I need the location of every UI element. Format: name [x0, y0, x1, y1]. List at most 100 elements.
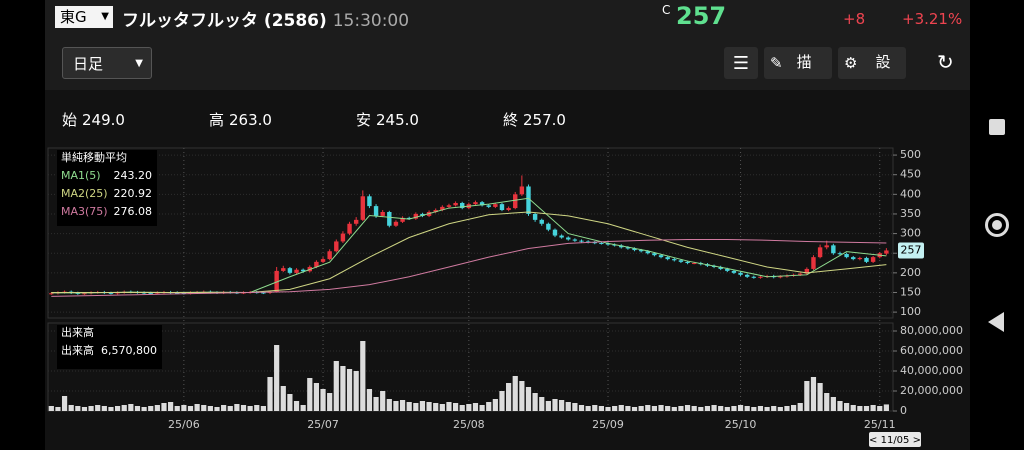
- settings: 設定: [875, 53, 891, 71]
- y-tick-label: 300: [900, 227, 921, 240]
- volume-bar: [824, 393, 830, 411]
- volume-bar: [293, 401, 300, 411]
- candle-body: [678, 260, 684, 262]
- candle-body: [274, 270, 279, 292]
- volume-bar: [346, 369, 353, 411]
- volume-bar: [519, 381, 525, 411]
- candle-body: [837, 253, 843, 255]
- candle-body: [433, 210, 438, 212]
- list-button[interactable]: ☰: [724, 47, 758, 79]
- volume-bar: [631, 407, 638, 411]
- refresh-button[interactable]: ↻: [937, 50, 954, 74]
- candle-body: [340, 233, 346, 242]
- volume-bar: [108, 407, 114, 411]
- candle-body: [406, 217, 412, 219]
- candle-body: [413, 213, 419, 219]
- cursor-tag: [869, 432, 921, 447]
- candle-body: [440, 206, 445, 211]
- volume-bar: [406, 402, 412, 411]
- volume-bar: [446, 402, 452, 411]
- volume-bar: [313, 383, 320, 411]
- candle-body: [870, 257, 876, 262]
- ohlc-item: 始 249.0: [62, 109, 209, 130]
- nav-back[interactable]: [988, 312, 1004, 332]
- last-price-label: 257: [901, 243, 922, 256]
- volume-bar: [797, 403, 803, 411]
- volume-bar: [704, 406, 711, 411]
- candle-body: [367, 196, 372, 207]
- ohlc-item: 終 257.0: [503, 109, 650, 130]
- period: 日足: [73, 54, 104, 73]
- time: 15:30:00: [332, 11, 410, 31]
- candle-body: [360, 196, 366, 220]
- volume-bar: [744, 406, 750, 411]
- volume-bar: [850, 405, 856, 411]
- candle-body: [287, 268, 293, 273]
- volume-area: [47, 322, 894, 412]
- candle-body: [314, 261, 319, 267]
- volume-bar: [545, 401, 551, 411]
- volume-bar: [472, 403, 479, 411]
- candle-body: [546, 223, 551, 230]
- candle-body: [387, 211, 392, 226]
- ma-legend-value: 243.20: [114, 169, 153, 182]
- volume-bar: [307, 378, 313, 411]
- volume-bar: [240, 405, 247, 411]
- ma-legend-value: 276.08: [114, 205, 153, 218]
- volume-bar: [201, 405, 207, 411]
- ma-line: [51, 238, 887, 297]
- volume-bar: [88, 406, 94, 411]
- candle-body: [798, 273, 803, 275]
- candle-body: [300, 269, 306, 272]
- draw-button[interactable]: ✎描画: [764, 47, 832, 79]
- candle-body: [281, 268, 286, 271]
- candle-body: [758, 276, 763, 278]
- volume-bar: [81, 407, 88, 411]
- settings-button[interactable]: ⚙設定: [838, 47, 906, 79]
- y-tick-label: 400: [900, 187, 921, 200]
- volume-bar: [499, 391, 505, 411]
- volume-legend-label: 出来高: [61, 343, 94, 357]
- volume-bar: [260, 406, 266, 411]
- volume-bar: [227, 406, 233, 411]
- volume-bar: [267, 377, 273, 411]
- candle-body: [380, 211, 385, 216]
- candle-body: [725, 268, 730, 271]
- volume-bar: [141, 407, 147, 411]
- candle-body: [347, 223, 352, 234]
- period-select[interactable]: 日足 ▼: [62, 47, 152, 79]
- volume-bar: [373, 397, 379, 411]
- volume-bar: [452, 403, 459, 411]
- y-tick-label: 0: [900, 404, 907, 417]
- name: フルッタフルッタ: [122, 11, 258, 31]
- volume-bar: [790, 405, 797, 411]
- volume-bar: [804, 381, 810, 411]
- candle-body: [778, 276, 783, 278]
- volume-bar: [393, 401, 399, 411]
- price: 257: [676, 2, 727, 30]
- volume-legend-box: [57, 325, 162, 369]
- x-tick-label: 25/10: [725, 418, 757, 431]
- x-tick-label: 25/08: [453, 418, 485, 431]
- volume-bar: [830, 397, 836, 411]
- volume-bar: [552, 399, 558, 411]
- volume-bar: [128, 404, 134, 411]
- candle-body: [334, 241, 339, 252]
- candle-body: [532, 213, 538, 220]
- volume-bar: [161, 403, 167, 411]
- exchange-select[interactable]: 東G ▼: [55, 6, 113, 28]
- volume-bar: [777, 407, 783, 411]
- volume-bar: [174, 406, 180, 411]
- nav-square[interactable]: [989, 119, 1005, 135]
- candle-body: [691, 263, 697, 265]
- volume-bar: [585, 406, 591, 411]
- ohlc-value: 245.0: [376, 111, 419, 129]
- volume-bar: [254, 405, 260, 411]
- nav-circle[interactable]: [985, 213, 1009, 237]
- x-tick-label: 25/09: [592, 418, 624, 431]
- candle-body: [851, 257, 856, 260]
- volume-bar: [625, 406, 631, 411]
- candle-body: [559, 235, 564, 238]
